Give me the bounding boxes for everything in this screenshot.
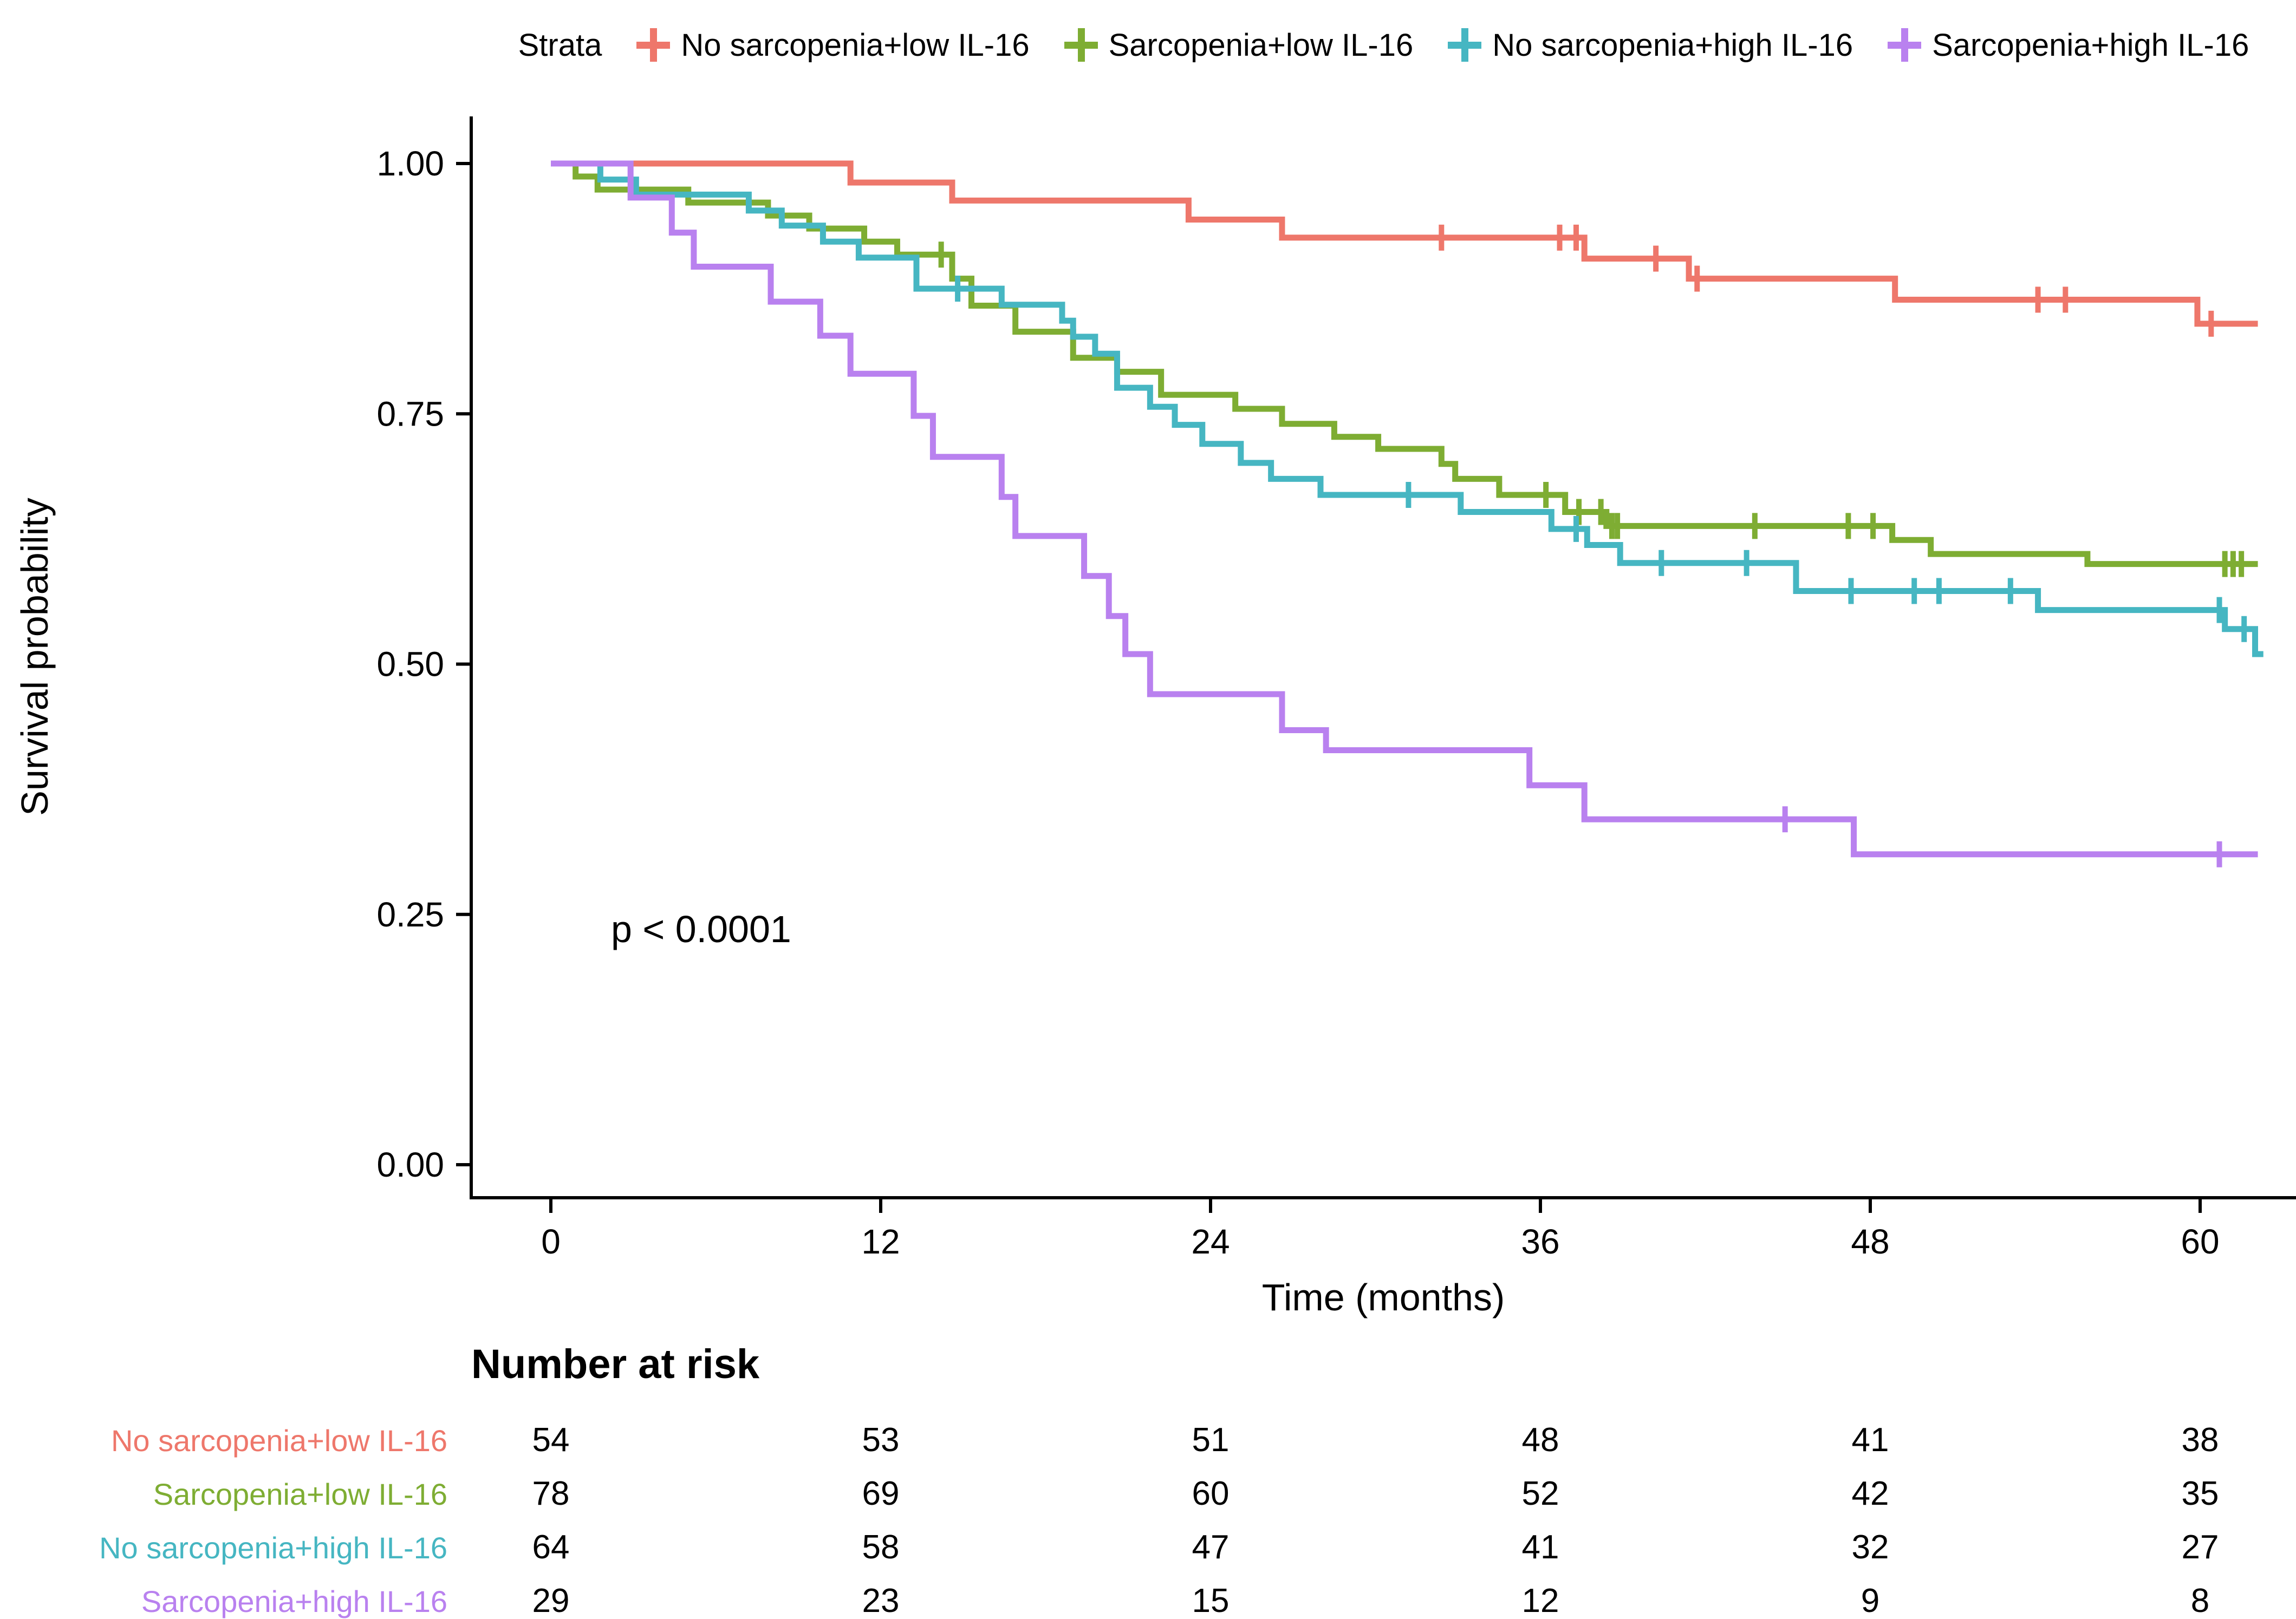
x-tick-label: 48 xyxy=(1851,1222,1889,1261)
risk-count: 58 xyxy=(862,1529,900,1566)
legend-item-label: No sarcopenia+low IL-16 xyxy=(681,27,1030,63)
risk-row-label: Sarcopenia+low IL-16 xyxy=(153,1477,447,1511)
censor-plus-icon xyxy=(1064,28,1098,62)
legend-item: Sarcopenia+high IL-16 xyxy=(1888,27,2249,63)
survival-curve xyxy=(551,160,2264,657)
risk-count: 38 xyxy=(2182,1421,2219,1459)
risk-count: 8 xyxy=(2191,1582,2209,1619)
risk-count: 9 xyxy=(1861,1582,1879,1619)
legend-item-label: Sarcopenia+low IL-16 xyxy=(1108,27,1414,63)
y-tick-label: 0.00 xyxy=(376,1145,444,1184)
censor-plus-icon xyxy=(1888,28,1922,62)
risk-count: 15 xyxy=(1192,1582,1230,1619)
p-value-annotation: p < 0.0001 xyxy=(611,908,791,950)
y-tick-label: 0.50 xyxy=(376,645,444,684)
legend-item: No sarcopenia+high IL-16 xyxy=(1448,27,1853,63)
legend-title: Strata xyxy=(518,27,602,63)
x-tick-label: 24 xyxy=(1191,1222,1230,1261)
risk-count: 48 xyxy=(1522,1421,1559,1459)
risk-count: 78 xyxy=(532,1475,570,1512)
risk-count: 32 xyxy=(1852,1529,1889,1566)
risk-count: 64 xyxy=(532,1529,570,1566)
risk-count: 27 xyxy=(2182,1529,2219,1566)
y-tick-label: 0.75 xyxy=(376,394,444,433)
x-tick-label: 60 xyxy=(2181,1222,2219,1261)
risk-count: 69 xyxy=(862,1475,900,1512)
risk-table-title: Number at risk xyxy=(471,1341,760,1387)
legend: Strata No sarcopenia+low IL-16 Sarcopenia… xyxy=(471,15,2296,75)
risk-count: 42 xyxy=(1852,1475,1889,1512)
legend-item-label: No sarcopenia+high IL-16 xyxy=(1492,27,1853,63)
legend-item: Sarcopenia+low IL-16 xyxy=(1064,27,1414,63)
x-tick-label: 12 xyxy=(861,1222,900,1261)
y-tick-label: 0.25 xyxy=(376,895,444,934)
risk-count: 51 xyxy=(1192,1421,1230,1459)
risk-row-label: No sarcopenia+low IL-16 xyxy=(111,1424,447,1458)
x-axis-title: Time (months) xyxy=(1262,1276,1505,1318)
survival-curve xyxy=(551,160,2258,858)
y-tick-label: 1.00 xyxy=(376,144,444,183)
risk-count: 29 xyxy=(532,1582,570,1619)
censor-plus-icon xyxy=(636,28,671,62)
survival-curve xyxy=(551,160,2258,327)
legend-item-label: Sarcopenia+high IL-16 xyxy=(1932,27,2249,63)
risk-count: 60 xyxy=(1192,1475,1230,1512)
censor-plus-icon xyxy=(1448,28,1482,62)
risk-count: 41 xyxy=(1852,1421,1889,1459)
risk-count: 35 xyxy=(2182,1475,2219,1512)
risk-count: 54 xyxy=(532,1421,570,1459)
y-axis-title: Survival probability xyxy=(14,498,56,815)
risk-count: 41 xyxy=(1522,1529,1559,1566)
risk-row-label: Sarcopenia+high IL-16 xyxy=(141,1584,447,1618)
risk-row-label: No sarcopenia+high IL-16 xyxy=(99,1531,447,1565)
risk-count: 23 xyxy=(862,1582,900,1619)
risk-count: 12 xyxy=(1522,1582,1559,1619)
x-tick-label: 36 xyxy=(1521,1222,1559,1261)
risk-count: 47 xyxy=(1192,1529,1230,1566)
legend-item: No sarcopenia+low IL-16 xyxy=(636,27,1030,63)
risk-count: 52 xyxy=(1522,1475,1559,1512)
x-tick-label: 0 xyxy=(541,1222,561,1261)
risk-count: 53 xyxy=(862,1421,900,1459)
survival-curve xyxy=(551,160,2258,567)
